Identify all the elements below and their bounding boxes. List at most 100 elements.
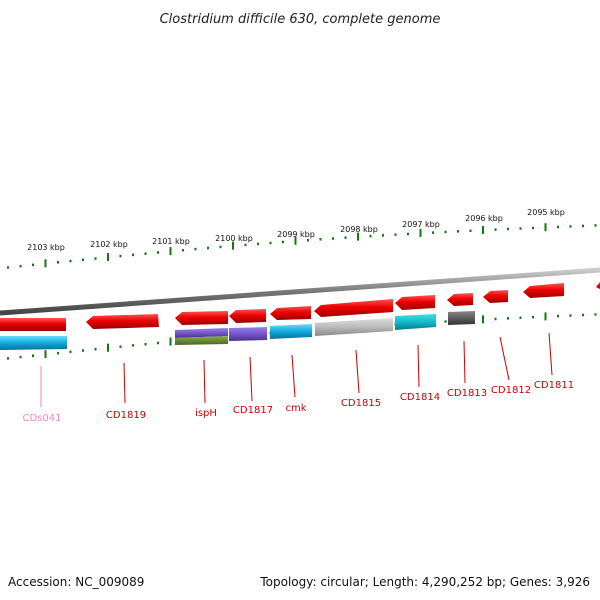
minor-tick [532, 315, 534, 319]
major-tick [107, 253, 109, 262]
category-block-purple[interactable] [175, 328, 228, 338]
category-block-teal[interactable] [395, 314, 436, 330]
minor-tick [57, 261, 59, 264]
gene-arrow-cd1812[interactable] [483, 290, 508, 303]
minor-tick [194, 247, 197, 251]
minor-tick [219, 245, 222, 249]
gene-arrow-cd1815[interactable] [314, 299, 393, 317]
minor-tick [507, 227, 509, 231]
gene-label[interactable]: CD1819 [106, 410, 146, 421]
genome-backbone [0, 267, 600, 316]
gene-labels: CDs041 CD1819 ispH CD1817 cmk CD1815 CD1… [23, 380, 575, 424]
minor-tick [444, 320, 447, 323]
minor-tick [407, 232, 409, 236]
scale-label: 2103 kbp [27, 243, 65, 252]
minor-tick [244, 243, 247, 247]
minor-tick [594, 224, 597, 227]
minor-tick [82, 349, 84, 352]
gene-label[interactable]: ispH [195, 408, 217, 419]
gene-arrow-isph[interactable] [175, 311, 228, 325]
scale-label: 2097 kbp [402, 220, 440, 229]
gene-arrow-cd1811[interactable] [523, 283, 564, 298]
minor-tick [319, 238, 322, 241]
minor-tick [557, 314, 559, 318]
minor-tick [119, 345, 122, 348]
category-block-grey[interactable] [315, 318, 393, 336]
minor-tick [519, 316, 522, 320]
minor-tick [94, 257, 97, 260]
gene-track-primary [0, 282, 600, 331]
major-tick [169, 337, 172, 346]
minor-tick [157, 251, 159, 254]
major-tick [544, 312, 547, 321]
minor-tick [57, 351, 59, 355]
scale-label: 2102 kbp [90, 240, 128, 249]
minor-tick [94, 347, 97, 351]
major-tick [544, 223, 547, 232]
gene-label[interactable]: CD1817 [233, 405, 273, 416]
minor-tick [369, 234, 372, 238]
minor-tick [69, 259, 72, 263]
gene-arrow-edge[interactable] [596, 282, 600, 289]
category-block-cyan[interactable] [270, 324, 312, 339]
gene-arrow-cd1814[interactable] [395, 295, 435, 310]
minor-tick [19, 264, 22, 268]
minor-tick [307, 238, 309, 242]
gene-label[interactable]: CD1811 [534, 380, 574, 391]
minor-tick [19, 355, 22, 359]
minor-tick [494, 317, 497, 321]
label-leaders [40, 332, 553, 407]
gene-arrow-cd1820[interactable] [0, 318, 66, 331]
gene-label[interactable]: CD1813 [447, 388, 487, 399]
gene-label[interactable]: CD1814 [400, 392, 440, 403]
minor-tick [132, 253, 134, 257]
gene-label[interactable]: CDs041 [23, 413, 62, 424]
minor-tick [7, 357, 9, 360]
minor-tick [269, 241, 272, 245]
gene-label[interactable]: CD1812 [491, 385, 531, 396]
category-block-cyan[interactable] [0, 336, 67, 350]
minor-tick [257, 242, 259, 246]
minor-tick [532, 226, 534, 230]
outer-tick-ring [7, 223, 597, 269]
category-block-olive[interactable] [175, 336, 228, 345]
gene-label[interactable]: CD1815 [341, 398, 381, 409]
accession-label: Accession: NC_009089 [8, 575, 144, 589]
minor-tick [207, 246, 209, 250]
gene-arrow-cmk[interactable] [270, 306, 311, 320]
minor-tick [182, 248, 184, 252]
category-block-dark[interactable] [448, 311, 475, 325]
major-tick [44, 259, 47, 268]
minor-tick [69, 350, 72, 354]
minor-tick [144, 342, 147, 346]
minor-tick [582, 313, 584, 317]
minor-tick [144, 252, 147, 255]
scale-label: 2099 kbp [277, 230, 315, 239]
gene-arrow-cd1813[interactable] [447, 293, 473, 306]
minor-tick [344, 236, 347, 239]
minor-tick [7, 266, 9, 269]
category-block-purple[interactable] [229, 327, 267, 341]
gene-label[interactable]: cmk [285, 403, 306, 414]
major-tick [482, 315, 484, 324]
scale-label: 2096 kbp [465, 214, 503, 223]
minor-tick [569, 314, 572, 317]
minor-tick [432, 231, 434, 234]
gene-arrow-cd1819[interactable] [86, 314, 159, 329]
minor-tick [282, 240, 284, 244]
minor-tick [594, 313, 597, 316]
minor-tick [132, 344, 134, 347]
minor-tick [157, 341, 159, 345]
minor-tick [569, 225, 572, 228]
major-tick [419, 229, 422, 238]
gene-arrow-cd1817[interactable] [229, 309, 266, 323]
minor-tick [469, 229, 472, 233]
minor-tick [457, 230, 459, 233]
minor-tick [119, 254, 122, 258]
minor-tick [444, 230, 447, 234]
gene-track-category [0, 311, 475, 350]
minor-tick [519, 227, 522, 230]
major-tick [357, 232, 359, 241]
scale-label: 2100 kbp [215, 234, 253, 243]
minor-tick [507, 317, 509, 320]
